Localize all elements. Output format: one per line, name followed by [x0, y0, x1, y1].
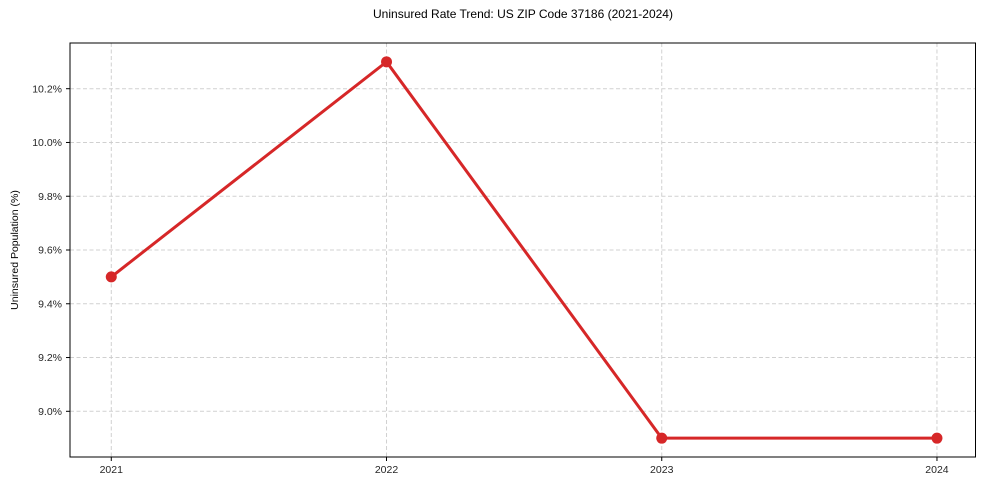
- y-tick-label: 10.2%: [32, 83, 62, 95]
- y-tick-label: 9.4%: [38, 298, 62, 310]
- x-tick-label: 2023: [650, 464, 674, 476]
- x-tick-label: 2024: [925, 464, 949, 476]
- y-tick-label: 9.0%: [38, 406, 62, 418]
- x-tick-label: 2022: [375, 464, 399, 476]
- x-tick-label: 2021: [100, 464, 124, 476]
- data-point-marker: [381, 56, 393, 68]
- y-tick-label: 10.0%: [32, 137, 62, 149]
- y-tick-label: 9.8%: [38, 191, 62, 203]
- trend-line: [109, 60, 939, 440]
- chart-title: Uninsured Rate Trend: US ZIP Code 37186 …: [373, 7, 673, 21]
- y-axis-label-text: Uninsured Population (%): [9, 190, 21, 310]
- data-point-marker: [931, 432, 943, 444]
- data-point-marker: [656, 432, 668, 444]
- data-point-marker: [105, 271, 117, 283]
- y-tick-label: 9.2%: [38, 352, 62, 364]
- y-tick-label: 9.6%: [38, 245, 62, 257]
